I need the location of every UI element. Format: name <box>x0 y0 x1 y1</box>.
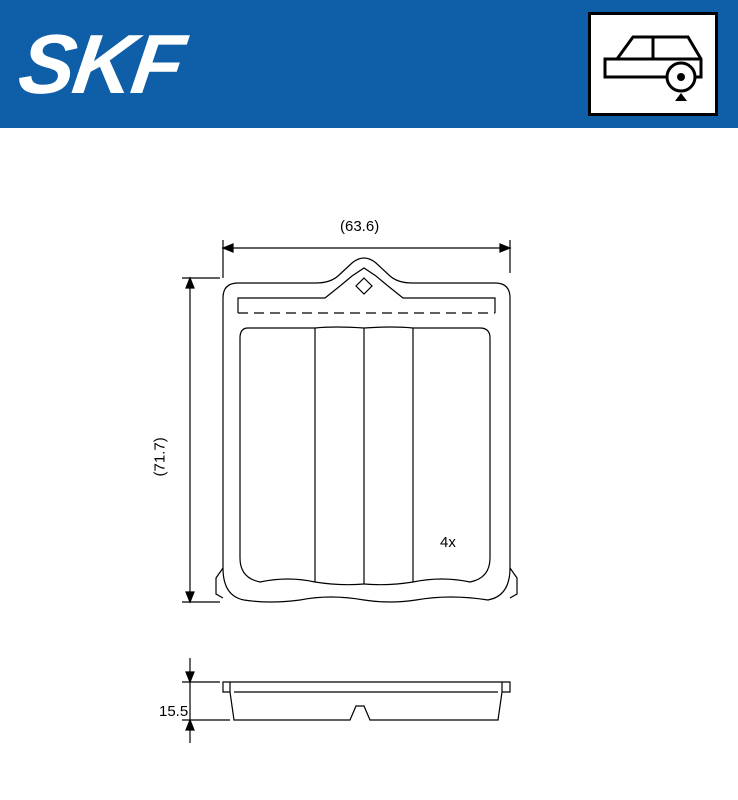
product-position-icon-box <box>588 12 718 116</box>
drawing-content: (63.6) (71.7) 15.5 4x <box>0 128 738 800</box>
brand-logo: SKF <box>13 16 189 113</box>
car-rear-wheel-icon <box>593 19 713 109</box>
brake-pad-drawing <box>120 198 680 758</box>
header-bar: SKF <box>0 0 738 128</box>
